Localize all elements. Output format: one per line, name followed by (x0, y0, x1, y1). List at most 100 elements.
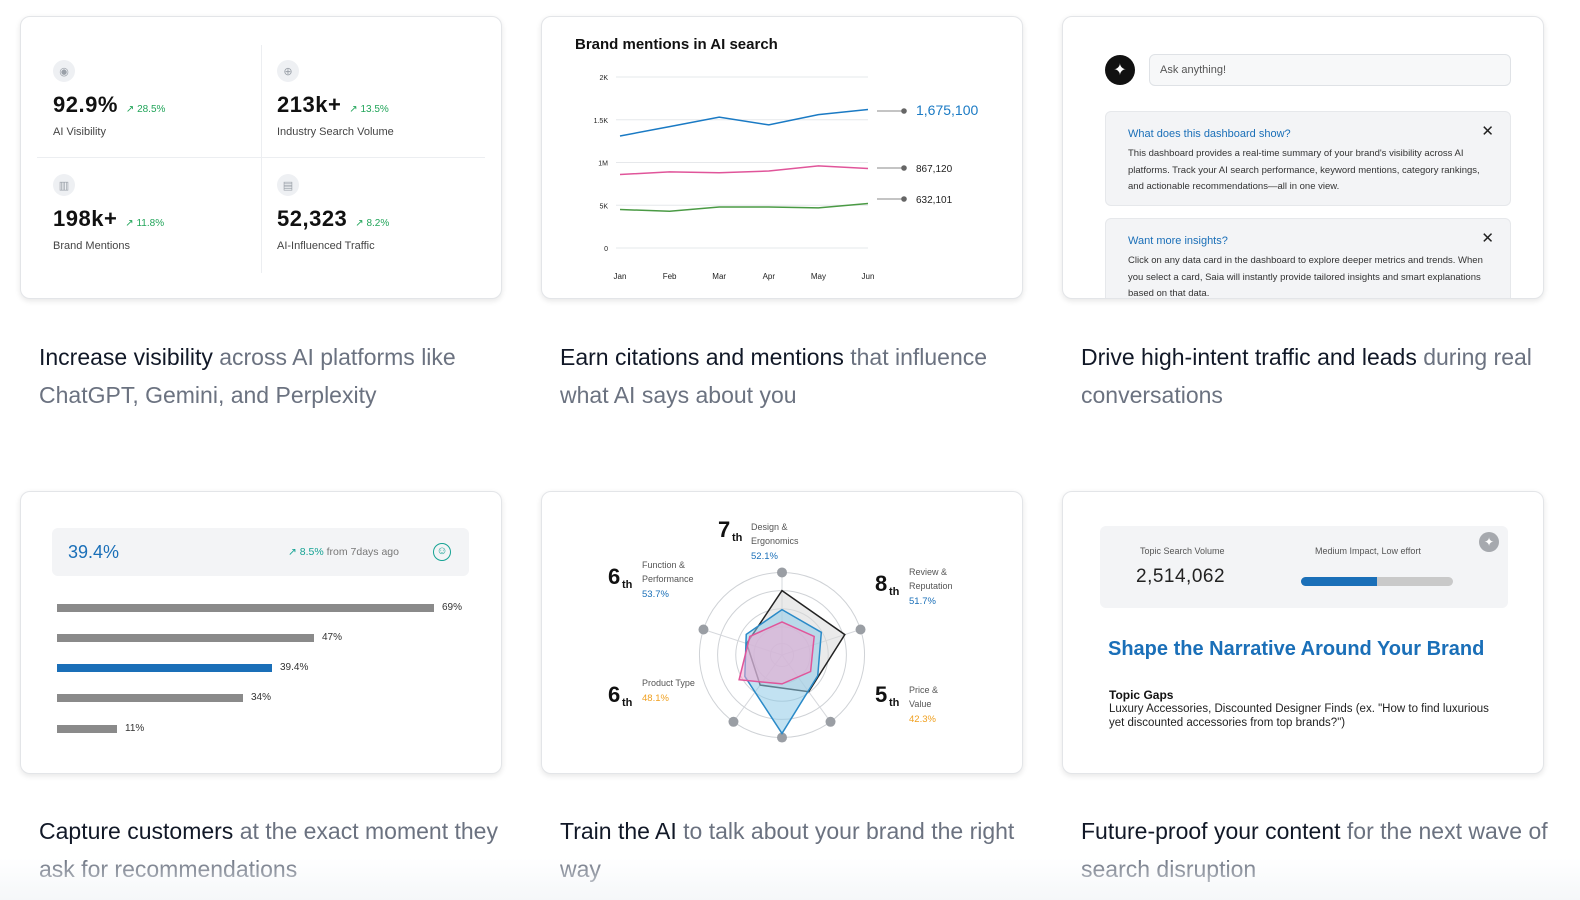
bar[interactable] (57, 725, 117, 733)
bar[interactable] (57, 664, 272, 672)
axis-percent: 53.7% (642, 589, 669, 600)
bar-label: 69% (442, 602, 463, 613)
radar-axis-dot (698, 624, 709, 635)
bar-label: 47% (322, 632, 343, 643)
axis-name: Price & (909, 685, 938, 695)
document-icon: ▤ (277, 174, 299, 196)
impact-progress-bar (1301, 577, 1453, 586)
caption-visibility: Increase visibility across AI platforms … (39, 344, 456, 408)
tip-dashboard: What does this dashboard show? This dash… (1105, 111, 1511, 206)
stat-change: ↗ 13.5% (349, 104, 389, 115)
rank-suffix: th (622, 579, 633, 591)
rank-number: 6 (608, 564, 620, 589)
radar-axis-dot (728, 716, 739, 727)
axis-name: Product Type (642, 678, 695, 688)
axis-name: Reputation (909, 581, 953, 591)
radar-axis-dot (777, 567, 787, 578)
x-tick-label: May (811, 272, 826, 281)
stat-ai-visibility[interactable]: ◉ 92.9% ↗ 28.5% AI Visibility (53, 60, 165, 138)
rank-number: 5 (875, 682, 887, 707)
axis-percent: 42.3% (909, 714, 936, 725)
y-tick-label: 1M (598, 161, 608, 168)
rank-number: 6 (608, 682, 620, 707)
radar-axis-dot (855, 624, 866, 635)
axis-percent: 51.7% (909, 596, 936, 607)
topic-gaps-card[interactable]: Topic Search Volume 2,514,062 Medium Imp… (1062, 491, 1544, 774)
topic-volume-box: Topic Search Volume 2,514,062 Medium Imp… (1100, 526, 1508, 608)
sparkle-icon: ✦ (1105, 55, 1135, 85)
series-line (619, 108, 869, 137)
stat-ai-influenced-traffic[interactable]: ▤ 52,323 ↗ 8.2% AI-Influenced Traffic (277, 174, 389, 252)
headline-metric: 39.4% ↗ 8.5% from 7days ago ☺ (52, 528, 469, 576)
stat-change: ↗ 28.5% (125, 104, 166, 115)
impact-label: Medium Impact, Low effort (1315, 546, 1421, 556)
x-tick-label: Jun (862, 272, 875, 281)
stats-card[interactable]: ◉ 92.9% ↗ 28.5% AI Visibility ⊕ 213k+ ↗ 13… (20, 16, 502, 299)
axis-name: Design & (751, 522, 788, 532)
end-label: 632,101 (916, 195, 953, 206)
headline-value: 39.4% (68, 542, 120, 562)
rank-number: 7 (718, 517, 730, 542)
axis-name: Ergonomics (751, 536, 799, 546)
end-label: 867,120 (916, 164, 953, 175)
tip-insights: Want more insights? Click on any data ca… (1105, 218, 1511, 299)
divider (261, 45, 262, 273)
bar[interactable] (57, 634, 314, 642)
topic-volume-value: 2,514,062 (1136, 566, 1226, 587)
stat-industry-search-volume[interactable]: ⊕ 213k+ ↗ 13.5% Industry Search Volume (277, 60, 394, 138)
stat-change: ↗ 8.2% (355, 218, 390, 229)
recommendation-share-card[interactable]: 39.4% ↗ 8.5% from 7days ago ☺ 69% 47% 39.4… (20, 491, 502, 774)
topic-gaps-text: Luxury Accessories, Discounted Designer … (1109, 703, 1489, 729)
caption-traffic: Drive high-intent traffic and leads duri… (1081, 344, 1532, 408)
stat-value: 92.9% (53, 92, 118, 117)
close-icon[interactable]: ✕ (1481, 123, 1494, 140)
stat-value: 213k+ (277, 92, 342, 117)
end-label-dot (901, 108, 907, 114)
x-tick-label: Apr (763, 272, 776, 281)
y-tick-label: 0 (604, 246, 608, 253)
stat-brand-mentions[interactable]: ▥ 198k+ ↗ 11.8% Brand Mentions (53, 174, 164, 252)
bar[interactable] (57, 694, 243, 702)
stat-change: ↗ 11.8% (125, 218, 165, 229)
radar-axis-dot (777, 732, 787, 743)
y-tick-label: 1.5K (594, 118, 609, 125)
sparkle-icon[interactable]: ✦ (1479, 532, 1499, 552)
stat-value: 198k+ (53, 206, 118, 231)
stat-value: 52,323 (277, 206, 348, 231)
axis-name: Review & (909, 567, 947, 577)
series-line (619, 202, 869, 212)
ai-assistant-card[interactable]: ✦ Ask anything! What does this dashboard… (1062, 16, 1544, 299)
radar-series (738, 621, 815, 685)
axis-name: Function & (642, 560, 685, 570)
series-line (619, 165, 869, 176)
y-tick-label: 2K (599, 75, 608, 82)
trend-up-icon: ↗ (288, 546, 297, 558)
y-tick-label: 5K (599, 203, 608, 210)
x-tick-label: Jan (614, 272, 627, 281)
ask-input[interactable]: Ask anything! (1149, 54, 1511, 86)
eye-icon: ◉ (53, 60, 75, 82)
caption-capture: Capture customers at the exact moment th… (39, 818, 498, 882)
end-label: 1,675,100 (916, 102, 978, 118)
globe-icon: ⊕ (277, 60, 299, 82)
tip-question[interactable]: Want more insights? (1128, 235, 1228, 247)
smiley-icon: ☺ (433, 543, 451, 561)
tip-question[interactable]: What does this dashboard show? (1128, 128, 1291, 140)
brand-mentions-chart-card[interactable]: Brand mentions in AI search 0 5K 1M 1.5K 2K J… (541, 16, 1023, 299)
stat-label: AI Visibility (53, 126, 106, 138)
stat-label: Industry Search Volume (277, 126, 394, 138)
x-tick-label: Mar (712, 272, 726, 281)
close-icon[interactable]: ✕ (1481, 230, 1494, 247)
bar[interactable] (57, 604, 434, 612)
divider (37, 157, 485, 158)
radar-axis-dot (825, 716, 836, 727)
bar-label: 39.4% (280, 662, 309, 673)
axis-percent: 52.1% (751, 551, 778, 562)
rank-suffix: th (889, 586, 900, 598)
impact-progress-fill (1301, 577, 1377, 586)
tip-answer: Click on any data card in the dashboard … (1128, 255, 1483, 299)
x-tick-label: Feb (663, 272, 677, 281)
end-label-dot (901, 165, 907, 171)
